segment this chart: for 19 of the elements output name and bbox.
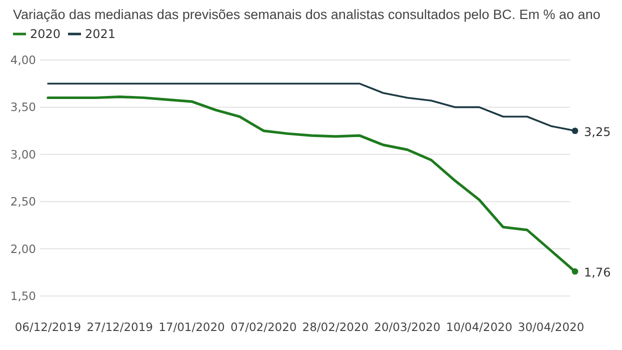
- legend-label: 2020: [30, 27, 61, 41]
- data-label: 1,76: [584, 265, 611, 280]
- data-label: 3,25: [584, 124, 611, 139]
- y-tick-label: 3,50: [10, 100, 36, 114]
- y-tick-label: 2,00: [10, 242, 36, 256]
- legend-label: 2021: [85, 27, 116, 41]
- x-tick-label: 07/02/2020: [230, 320, 297, 334]
- x-tick-label: 10/04/2020: [446, 320, 512, 334]
- y-tick-label: 2,50: [10, 194, 36, 209]
- x-tick-label: 28/02/2020: [302, 320, 369, 334]
- x-tick-label: 06/12/2019: [14, 320, 82, 334]
- x-tick-label: 27/12/2019: [86, 320, 154, 334]
- x-tick-label: 20/03/2020: [374, 320, 440, 334]
- x-tick-label: 17/01/2020: [158, 320, 225, 334]
- chart-title: Variação das medianas das previsões semanais dos analistas consultados pelo BC. Em % ao ano: [13, 7, 600, 22]
- y-tick-label: 3,00: [10, 147, 36, 162]
- y-tick-label: 4,00: [10, 53, 36, 67]
- x-tick-label: 30/04/2020: [518, 320, 584, 334]
- y-tick-label: 1,50: [10, 289, 36, 303]
